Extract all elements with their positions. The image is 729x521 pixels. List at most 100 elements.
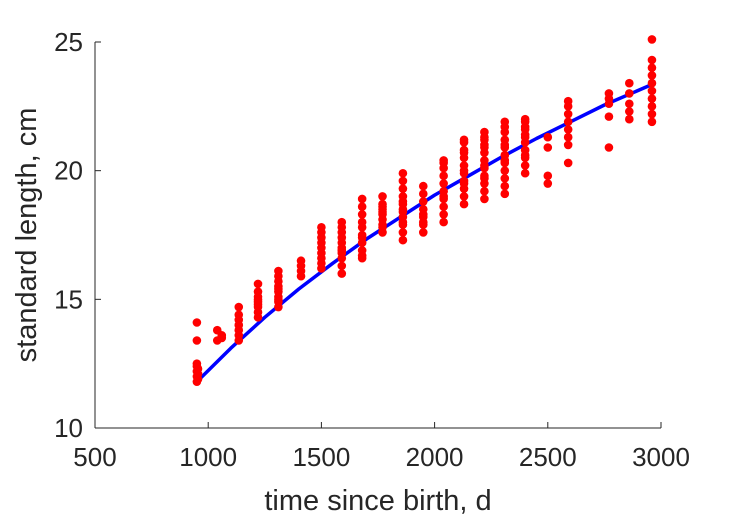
data-point <box>480 194 489 204</box>
data-point <box>480 174 489 183</box>
x-tick-label: 2000 <box>406 442 464 472</box>
data-point <box>398 228 408 237</box>
data-point <box>439 210 448 219</box>
data-point <box>193 364 203 374</box>
data-point <box>563 96 573 106</box>
data-point <box>625 114 634 124</box>
data-point <box>439 192 448 201</box>
data-point <box>520 125 530 134</box>
y-ticks: 10 15 20 25 <box>54 27 101 443</box>
data-point <box>274 295 283 304</box>
data-point <box>193 374 203 384</box>
data-point <box>604 112 614 121</box>
data-point <box>274 266 283 276</box>
data-point <box>439 158 448 168</box>
data-point <box>398 235 408 245</box>
data-point <box>459 199 469 209</box>
x-tick-label: 3000 <box>632 442 690 472</box>
axes <box>94 42 661 429</box>
data-point <box>500 181 510 191</box>
data-point <box>418 228 428 237</box>
x-ticks: 500 1000 1500 2000 2500 3000 <box>73 422 690 472</box>
data-point <box>418 189 428 199</box>
data-point <box>480 135 489 145</box>
data-point <box>217 331 227 340</box>
scatter-points-layer <box>192 35 657 386</box>
data-point <box>357 194 367 204</box>
data-point <box>274 284 283 294</box>
data-point <box>480 127 489 137</box>
data-point <box>459 148 469 157</box>
data-point <box>439 171 448 181</box>
data-point <box>459 179 469 188</box>
data-point <box>520 150 530 160</box>
data-point <box>480 161 489 170</box>
data-point <box>500 189 510 199</box>
data-point <box>253 287 263 296</box>
data-point <box>500 140 510 150</box>
data-point <box>647 55 657 65</box>
data-point <box>398 217 408 227</box>
fit-curve <box>195 82 654 384</box>
data-point <box>459 192 469 201</box>
data-point <box>604 89 614 98</box>
data-point <box>520 117 530 127</box>
data-point <box>647 71 657 80</box>
data-point <box>192 336 202 345</box>
data-point <box>234 310 244 320</box>
data-point <box>357 210 367 219</box>
data-point <box>543 179 553 188</box>
data-point <box>398 176 408 186</box>
data-point <box>398 199 408 209</box>
x-tick-label: 2500 <box>519 442 577 472</box>
data-point <box>439 202 448 211</box>
data-point <box>625 89 634 98</box>
y-tick-label: 25 <box>54 27 83 57</box>
data-point <box>480 143 489 152</box>
y-tick-label: 15 <box>54 284 83 314</box>
data-point <box>337 217 347 227</box>
data-point <box>296 256 306 266</box>
data-point <box>520 132 530 142</box>
data-point <box>459 135 469 145</box>
data-point <box>563 132 573 142</box>
data-point <box>604 143 614 152</box>
data-point <box>378 192 387 201</box>
data-point <box>563 125 573 134</box>
data-point <box>418 217 428 227</box>
data-point <box>418 210 428 219</box>
data-point <box>625 107 634 116</box>
data-point <box>378 222 387 232</box>
data-point <box>543 143 553 152</box>
data-point <box>337 269 347 278</box>
data-point <box>192 318 202 327</box>
data-point <box>563 158 573 168</box>
data-point <box>647 102 657 111</box>
data-point <box>563 109 573 119</box>
data-point <box>418 197 428 206</box>
data-point <box>357 217 367 227</box>
data-point <box>398 184 408 193</box>
data-point <box>625 99 634 109</box>
data-point <box>563 140 573 150</box>
x-axis-label: time since birth, d <box>264 485 491 517</box>
data-point <box>439 179 448 188</box>
data-point <box>543 171 553 181</box>
data-point <box>439 217 448 227</box>
data-point <box>520 168 530 178</box>
data-point <box>647 35 657 44</box>
data-point <box>480 186 489 196</box>
data-point <box>647 63 657 73</box>
data-point <box>337 261 347 271</box>
data-point <box>253 295 263 304</box>
data-point <box>520 161 530 170</box>
data-point <box>378 207 387 217</box>
data-point <box>500 174 510 183</box>
y-axis-label: standard length, cm <box>11 108 43 363</box>
y-tick-label: 10 <box>54 413 83 443</box>
data-point <box>647 109 657 119</box>
data-point <box>647 86 657 96</box>
data-point <box>647 78 657 88</box>
data-point <box>398 192 408 201</box>
